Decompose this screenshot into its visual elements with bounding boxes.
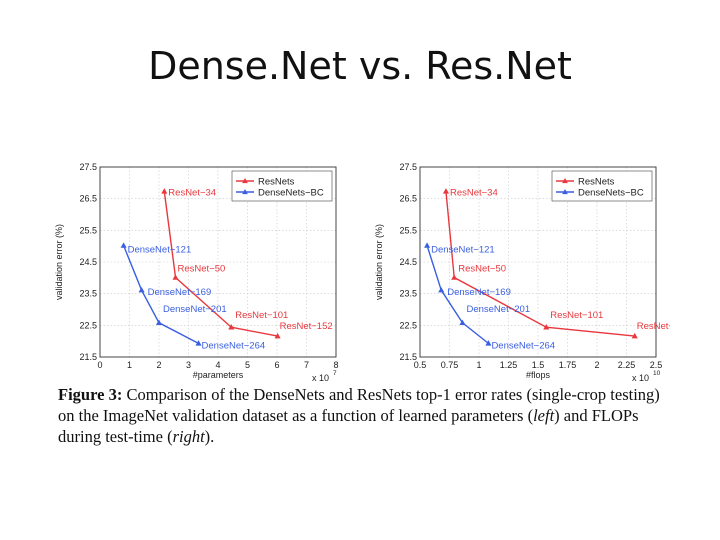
x-tick-label: 2	[156, 360, 161, 370]
x-tick-label: 1	[127, 360, 132, 370]
data-label: DenseNet−121	[128, 245, 192, 256]
data-label: DenseNet−169	[447, 287, 511, 298]
data-point	[442, 188, 449, 194]
x-tick-label: 2.5	[650, 360, 663, 370]
x-tick-label: 0.5	[414, 360, 427, 370]
caption-left-word: left	[533, 406, 555, 425]
charts-figure: 0 1 2 3 4 5 6 7 821.522.523.524.525.526.527.5#pa…	[54, 162, 670, 383]
data-label: ResNet−152	[280, 321, 333, 332]
data-label: ResNet−152	[637, 321, 670, 332]
series-line-densenets	[122, 245, 199, 345]
y-tick-label: 21.5	[399, 352, 417, 362]
y-tick-label: 24.5	[399, 257, 417, 267]
data-point	[172, 274, 179, 280]
y-axis-label: validation error (%)	[374, 224, 384, 300]
y-tick-label: 26.5	[79, 194, 97, 204]
legend-marker	[562, 178, 568, 184]
y-tick-label: 24.5	[79, 257, 97, 267]
data-point	[155, 319, 163, 326]
legend-box	[551, 170, 653, 202]
data-point	[274, 332, 281, 339]
series-line-resnets	[163, 191, 278, 337]
legend-box	[231, 170, 333, 202]
caption-text-3: ).	[204, 427, 215, 446]
y-tick-label: 22.5	[399, 320, 417, 330]
data-point	[138, 286, 145, 293]
x-tick-label: 1.75	[559, 360, 577, 370]
legend-label: ResNets	[578, 177, 615, 188]
x-tick-label: 0	[97, 360, 102, 370]
data-point	[424, 242, 431, 248]
data-label: DenseNet−169	[148, 287, 212, 298]
caption-figure-label: Figure 3:	[58, 385, 123, 404]
data-label: ResNet−50	[178, 264, 226, 275]
data-point	[195, 340, 202, 346]
y-tick-label: 21.5	[79, 352, 97, 362]
x-multiplier-exponent: 10	[653, 370, 661, 377]
legend-label: DenseNets−BC	[578, 188, 644, 199]
series-line-densenets	[426, 245, 489, 344]
data-point	[228, 324, 235, 330]
figure-caption: Figure 3: Comparison of the DenseNets an…	[58, 384, 668, 447]
data-label: DenseNet−201	[466, 304, 530, 315]
y-tick-label: 26.5	[399, 194, 417, 204]
x-axis-label: #flops	[526, 370, 551, 380]
y-tick-label: 23.5	[79, 289, 97, 299]
legend-label: ResNets	[258, 177, 295, 188]
data-label: DenseNet−264	[202, 340, 266, 351]
legend-marker	[562, 189, 568, 195]
x-tick-label: 1	[476, 360, 481, 370]
data-point	[485, 340, 492, 346]
y-axis-label: validation error (%)	[54, 224, 64, 300]
x-tick-label: 0.75	[441, 360, 459, 370]
data-label: DenseNet−264	[491, 340, 555, 351]
data-label: DenseNet−121	[431, 245, 495, 256]
x-multiplier-label: x 10	[312, 373, 329, 383]
data-label: ResNet−50	[458, 264, 506, 275]
y-tick-label: 22.5	[79, 320, 97, 330]
data-label: ResNet−101	[235, 310, 288, 321]
data-point	[161, 188, 168, 194]
y-tick-label: 25.5	[399, 225, 417, 235]
y-tick-label: 27.5	[399, 162, 417, 172]
legend-label: DenseNets−BC	[258, 188, 324, 199]
x-tick-label: 6	[274, 360, 279, 370]
caption-text-2: ) and FLOPs during test-time (	[58, 406, 639, 446]
data-point	[451, 274, 458, 280]
y-tick-label: 27.5	[79, 162, 97, 172]
x-multiplier-label: x 10	[632, 373, 649, 383]
x-tick-label: 1.25	[500, 360, 518, 370]
data-point	[459, 319, 466, 326]
data-point	[438, 286, 445, 293]
caption-right-word: right	[172, 427, 205, 446]
data-label: DenseNet−201	[163, 304, 227, 315]
x-axis-label: #parameters	[193, 370, 244, 380]
plot-frame	[419, 166, 657, 358]
caption-text-1: Comparison of the DenseNets and ResNets …	[58, 385, 660, 425]
data-point	[543, 324, 550, 330]
legend-marker	[242, 189, 248, 195]
data-point	[120, 242, 127, 248]
y-tick-label: 23.5	[399, 289, 417, 299]
data-label: ResNet−34	[168, 187, 216, 198]
data-label: ResNet−34	[450, 187, 498, 198]
series-line-resnets	[445, 191, 635, 337]
legend-marker	[242, 178, 248, 184]
y-tick-label: 25.5	[79, 225, 97, 235]
x-tick-label: 7	[304, 360, 309, 370]
x-tick-label: 2.25	[618, 360, 636, 370]
x-tick-label: 8	[333, 360, 338, 370]
chart-flops: 0.5 0.75 1 1.25 1.5 1.75 2 2.25 2.5 21.5 22.5 23.5 2…	[374, 162, 670, 383]
x-tick-label: 3	[186, 360, 191, 370]
x-tick-label: 2	[594, 360, 599, 370]
x-tick-label: 4	[215, 360, 220, 370]
x-tick-label: 5	[245, 360, 250, 370]
plot-frame	[99, 166, 337, 358]
x-tick-label: 1.5	[532, 360, 545, 370]
chart-parameters: 0 1 2 3 4 5 6 7 821.522.523.524.525.526.527.5#pa…	[54, 162, 339, 383]
slide-title: Dense.Net vs. Res.Net	[148, 44, 572, 88]
data-label: ResNet−101	[550, 310, 603, 321]
x-multiplier-exponent: 7	[333, 370, 337, 377]
data-point	[631, 332, 638, 339]
